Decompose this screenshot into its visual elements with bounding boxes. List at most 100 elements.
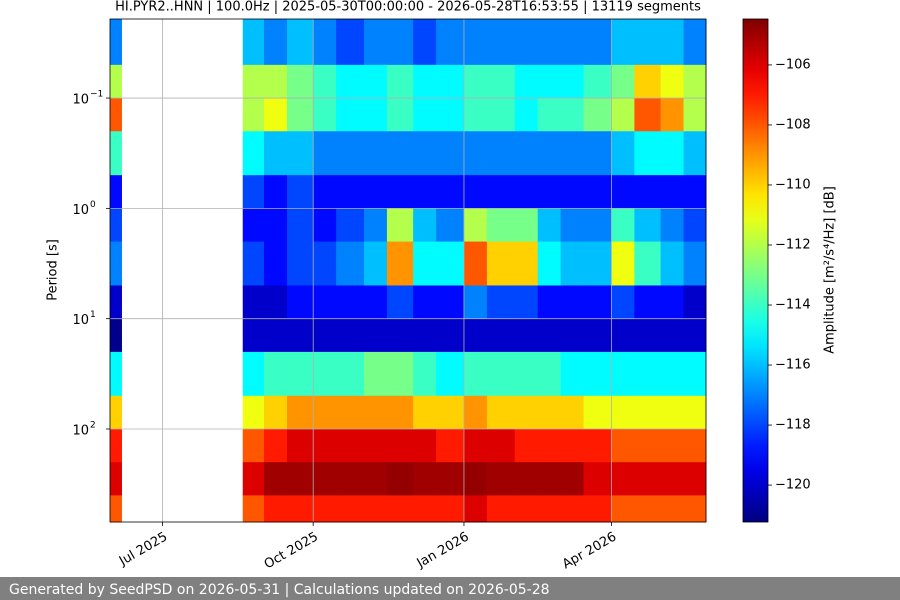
- heatmap-cell: [634, 241, 662, 286]
- heatmap-cell: [336, 19, 365, 66]
- heatmap-cell: [264, 495, 288, 523]
- heatmap-cell: [463, 495, 488, 523]
- heatmap-cell: [313, 175, 337, 209]
- heatmap-cell: [242, 318, 265, 353]
- heatmap-cell: [560, 98, 585, 132]
- heatmap-cell: [514, 428, 539, 463]
- heatmap-cell: [583, 351, 612, 397]
- heatmap-cell: [242, 175, 265, 209]
- heatmap-cell: [436, 131, 465, 176]
- heatmap-cell: [436, 462, 465, 496]
- heatmap-cell: [560, 285, 585, 320]
- footer-bar: [0, 577, 900, 600]
- heatmap-cell: [386, 395, 414, 430]
- heatmap-cell: [363, 395, 388, 430]
- heatmap-cell: [583, 318, 612, 353]
- heatmap-cell: [683, 428, 707, 463]
- heatmap-cell: [514, 131, 539, 176]
- heatmap-cell: [264, 64, 288, 99]
- heatmap-cell: [537, 285, 562, 320]
- heatmap-cell: [336, 241, 365, 286]
- heatmap-cell: [514, 175, 539, 209]
- heatmap-cell: [560, 131, 585, 176]
- heatmap-cell: [110, 285, 122, 320]
- heatmap-cell: [436, 395, 465, 430]
- y-tick-exponent: 1: [90, 310, 96, 320]
- heatmap-cell: [242, 395, 265, 430]
- heatmap-cell: [386, 131, 414, 176]
- heatmap-cell: [363, 131, 388, 176]
- heatmap-cell: [660, 175, 685, 209]
- heatmap-cell: [463, 64, 488, 99]
- heatmap-cell: [583, 285, 612, 320]
- heatmap-cell: [413, 64, 437, 99]
- heatmap-cell: [514, 19, 539, 66]
- y-tick-exponent: 0: [90, 200, 96, 210]
- heatmap-cell: [560, 64, 585, 99]
- heatmap-cell: [660, 285, 685, 320]
- heatmap-cell: [436, 208, 465, 243]
- heatmap-cell: [264, 462, 288, 496]
- heatmap-cell: [463, 285, 488, 320]
- heatmap-cell: [486, 175, 516, 209]
- heatmap-cell: [514, 351, 539, 397]
- heatmap-cell: [313, 428, 337, 463]
- heatmap-cell: [486, 318, 516, 353]
- heatmap-cell: [560, 428, 585, 463]
- heatmap-cell: [264, 351, 288, 397]
- heatmap-cell: [683, 208, 707, 243]
- heatmap-cell: [386, 64, 414, 99]
- heatmap-cell: [264, 395, 288, 430]
- heatmap-cell: [363, 208, 388, 243]
- heatmap-cell: [583, 241, 612, 286]
- y-tick-label: 10: [72, 93, 89, 108]
- heatmap-cell: [286, 208, 314, 243]
- heatmap-cell: [413, 98, 437, 132]
- heatmap-cell: [110, 241, 122, 286]
- heatmap-cell: [514, 318, 539, 353]
- heatmap-cell: [463, 428, 488, 463]
- plot-frame: [109, 18, 707, 523]
- heatmap-cell: [413, 175, 437, 209]
- heatmap-cell: [463, 175, 488, 209]
- heatmap-cell: [514, 495, 539, 523]
- heatmap-cell: [313, 64, 337, 99]
- heatmap-cell: [583, 98, 612, 132]
- heatmap-cell: [514, 395, 539, 430]
- heatmap-cell: [286, 462, 314, 496]
- heatmap-cell: [611, 395, 635, 430]
- heatmap-cell: [486, 395, 516, 430]
- heatmap-cell: [286, 395, 314, 430]
- heatmap-cell: [264, 241, 288, 286]
- heatmap-cell: [486, 495, 516, 523]
- heatmap-cell: [413, 285, 437, 320]
- heatmap-cell: [242, 131, 265, 176]
- heatmap-cell: [264, 19, 288, 66]
- heatmap-cell: [363, 64, 388, 99]
- heatmap-cell: [683, 395, 707, 430]
- heatmap-cell: [611, 175, 635, 209]
- footer-text: Generated by SeedPSD on 2026-05-31 | Cal…: [9, 582, 550, 598]
- heatmap-cell: [436, 318, 465, 353]
- colorbar-tick-label: −118: [775, 418, 811, 433]
- heatmap-cell: [660, 395, 685, 430]
- heatmap-cell: [436, 64, 465, 99]
- heatmap-cell: [363, 462, 388, 496]
- heatmap-cell: [286, 64, 314, 99]
- heatmap-cell: [413, 208, 437, 243]
- colorbar-tick-label: −110: [775, 177, 811, 192]
- heatmap-cell: [336, 98, 365, 132]
- heatmap-cell: [110, 351, 122, 397]
- heatmap-cell: [634, 495, 662, 523]
- heatmap-cell: [413, 428, 437, 463]
- heatmap-cell: [537, 495, 562, 523]
- heatmap-cell: [386, 495, 414, 523]
- heatmap-cell: [363, 428, 388, 463]
- heatmap-cell: [386, 462, 414, 496]
- heatmap-cell: [110, 175, 122, 209]
- heatmap-cell: [286, 175, 314, 209]
- heatmap-cell: [264, 285, 288, 320]
- heatmap-cell: [611, 241, 635, 286]
- heatmap-cell: [537, 241, 562, 286]
- heatmap-cell: [537, 208, 562, 243]
